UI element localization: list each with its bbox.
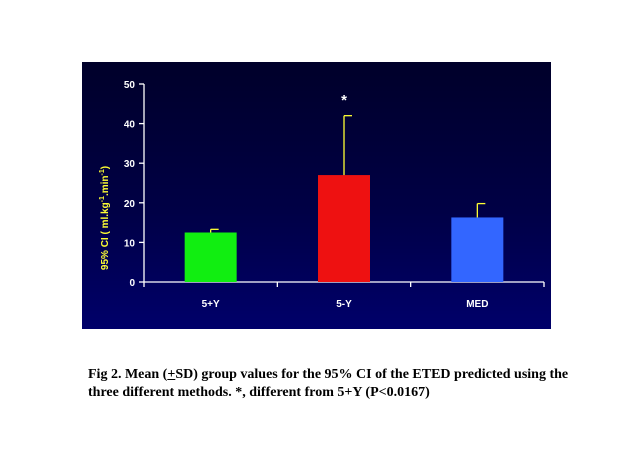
y-axis-label-sup-1: -1 <box>99 196 106 202</box>
caption-plus-minus: + <box>167 367 176 382</box>
figure-caption: Fig 2. Mean (+SD) group values for the 9… <box>88 366 588 402</box>
y-tick-label: 30 <box>124 159 136 170</box>
x-category-label: 5+Y <box>202 299 220 310</box>
caption-pre: Fig 2. Mean ( <box>88 367 168 382</box>
caption-post: SD) group values for the 95% CI of the E… <box>88 367 569 400</box>
x-category-label: MED <box>466 299 488 310</box>
x-category-label: 5-Y <box>336 299 352 310</box>
y-tick-label: 50 <box>124 80 136 91</box>
y-axis-label-close: ) <box>100 166 111 169</box>
bar-5-Y <box>318 175 370 282</box>
y-tick-label: 10 <box>124 238 136 249</box>
y-axis-label-unit: .min <box>100 175 111 196</box>
bar-5+Y <box>184 232 237 282</box>
chart-panel: 0 10 20 30 40 50 5+Y 5-Y MED * 95% CI ( ml.kg-1.m… <box>82 62 551 329</box>
significance-marker: * <box>341 92 347 109</box>
y-tick-label: 0 <box>129 278 135 289</box>
y-axis-label-sup-2: -1 <box>99 169 106 175</box>
y-axis-label: 95% CI ( ml.kg-1.min-1) <box>99 166 111 270</box>
y-tick-label: 20 <box>124 199 136 210</box>
chart-background <box>82 62 551 329</box>
bar-MED <box>451 217 504 282</box>
y-axis-label-main: 95% CI ( ml.kg <box>100 202 111 270</box>
y-tick-label: 40 <box>124 120 136 131</box>
